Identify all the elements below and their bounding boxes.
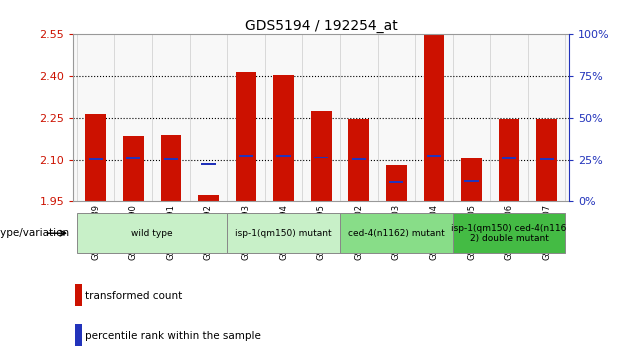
Bar: [277, 155, 291, 156]
Bar: [198, 195, 219, 201]
Text: wild type: wild type: [131, 229, 173, 238]
Bar: [311, 111, 331, 201]
Bar: [349, 119, 369, 201]
Text: transformed count: transformed count: [85, 291, 183, 301]
Bar: [202, 163, 216, 165]
Bar: [352, 158, 366, 160]
Bar: [273, 75, 294, 201]
FancyBboxPatch shape: [227, 213, 340, 253]
Bar: [539, 158, 554, 160]
FancyBboxPatch shape: [340, 213, 453, 253]
Title: GDS5194 / 192254_at: GDS5194 / 192254_at: [245, 20, 398, 33]
Bar: [160, 135, 181, 201]
Bar: [536, 119, 557, 201]
Bar: [163, 158, 178, 160]
Bar: [126, 157, 141, 159]
Bar: [88, 158, 103, 160]
Text: ced-4(n1162) mutant: ced-4(n1162) mutant: [348, 229, 445, 238]
Text: isp-1(qm150) ced-4(n116
2) double mutant: isp-1(qm150) ced-4(n116 2) double mutant: [452, 224, 567, 243]
FancyBboxPatch shape: [453, 213, 565, 253]
Bar: [75, 324, 82, 346]
Bar: [502, 157, 516, 159]
Bar: [386, 165, 406, 201]
Bar: [499, 119, 520, 201]
Text: isp-1(qm150) mutant: isp-1(qm150) mutant: [235, 229, 332, 238]
Bar: [464, 180, 479, 182]
Bar: [314, 156, 328, 159]
Text: percentile rank within the sample: percentile rank within the sample: [85, 331, 261, 341]
Bar: [123, 136, 144, 201]
Bar: [424, 34, 445, 201]
Bar: [389, 181, 403, 183]
Bar: [236, 72, 256, 201]
Bar: [461, 158, 482, 201]
Text: genotype/variation: genotype/variation: [0, 228, 70, 238]
Bar: [85, 114, 106, 201]
Bar: [75, 284, 82, 306]
FancyBboxPatch shape: [77, 213, 227, 253]
Bar: [239, 155, 253, 157]
Bar: [427, 155, 441, 156]
